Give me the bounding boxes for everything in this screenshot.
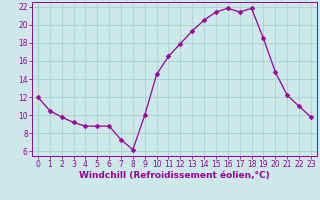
- X-axis label: Windchill (Refroidissement éolien,°C): Windchill (Refroidissement éolien,°C): [79, 171, 270, 180]
